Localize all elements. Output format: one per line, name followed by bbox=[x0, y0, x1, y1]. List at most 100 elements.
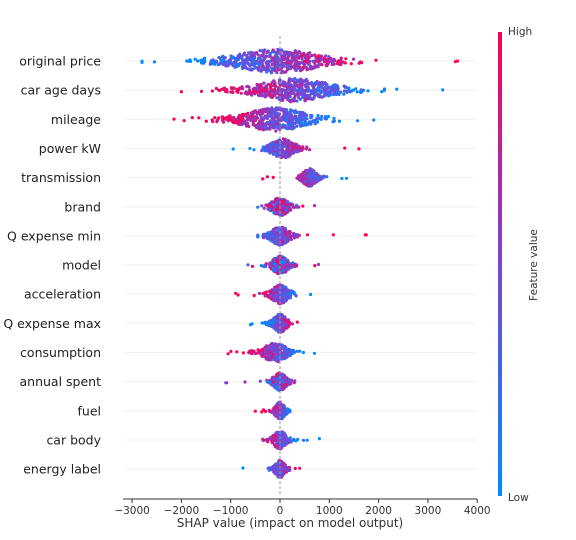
shap-dot bbox=[280, 372, 284, 376]
shap-dot bbox=[291, 261, 295, 265]
shap-dot bbox=[321, 83, 325, 87]
shap-dot bbox=[279, 66, 284, 70]
shap-dot bbox=[275, 466, 279, 470]
shap-dot bbox=[354, 87, 358, 91]
shap-dot bbox=[327, 55, 331, 59]
shap-dot bbox=[293, 466, 297, 471]
shap-dot bbox=[302, 63, 307, 67]
shap-dot bbox=[305, 438, 309, 442]
shap-dot bbox=[281, 152, 285, 156]
shap-dot bbox=[291, 146, 295, 150]
shap-dot bbox=[248, 118, 252, 122]
shap-dot bbox=[238, 54, 242, 58]
shap-dot bbox=[332, 92, 336, 96]
shap-dot bbox=[300, 53, 304, 57]
shap-dot bbox=[269, 410, 273, 414]
colorbar bbox=[498, 32, 502, 496]
shap-dot bbox=[297, 63, 301, 67]
shap-dot bbox=[235, 350, 239, 354]
shap-dot bbox=[281, 355, 285, 359]
shap-dot bbox=[352, 57, 356, 61]
shap-dot bbox=[290, 322, 294, 326]
shap-dot bbox=[243, 63, 247, 67]
shap-dot bbox=[277, 458, 281, 463]
shap-dot bbox=[270, 148, 274, 152]
shap-dot bbox=[289, 265, 293, 269]
shap-dot bbox=[289, 63, 293, 67]
shap-dot bbox=[273, 383, 277, 387]
shap-dot bbox=[257, 111, 262, 115]
shap-dot bbox=[298, 466, 302, 470]
shap-dot bbox=[215, 60, 219, 64]
shap-dot bbox=[282, 53, 286, 57]
shap-dot bbox=[301, 111, 305, 115]
shap-dot bbox=[280, 61, 284, 65]
shap-dot bbox=[256, 53, 260, 57]
shap-dot bbox=[304, 147, 309, 151]
shap-dot bbox=[289, 77, 293, 81]
shap-dot bbox=[249, 54, 253, 58]
shap-dot bbox=[315, 180, 319, 184]
shap-dot bbox=[441, 88, 445, 92]
shap-dot bbox=[265, 70, 269, 74]
shap-dot bbox=[331, 233, 335, 237]
shap-dot bbox=[310, 182, 314, 186]
shap-dot bbox=[270, 297, 274, 301]
shap-dot bbox=[395, 87, 399, 91]
shap-dot bbox=[271, 110, 275, 114]
shap-dot bbox=[298, 116, 302, 120]
shap-dot bbox=[304, 171, 309, 175]
shap-dot bbox=[267, 68, 271, 72]
shap-dot bbox=[290, 56, 294, 60]
shap-dot bbox=[237, 113, 242, 117]
shap-dot bbox=[275, 56, 279, 60]
x-tick-label: 3000 bbox=[415, 505, 442, 517]
shap-dot bbox=[246, 122, 250, 126]
shap-dot bbox=[280, 125, 284, 129]
shap-dot bbox=[355, 90, 359, 94]
shap-dot bbox=[261, 177, 265, 181]
shap-dot bbox=[331, 84, 335, 88]
shap-dot bbox=[276, 259, 280, 263]
shap-dot bbox=[274, 106, 278, 110]
shap-dot bbox=[270, 201, 274, 205]
shap-dot bbox=[262, 408, 266, 412]
shap-dot bbox=[308, 167, 312, 171]
shap-dot bbox=[272, 412, 276, 416]
shap-dot bbox=[272, 231, 276, 235]
shap-dot bbox=[343, 146, 347, 150]
shap-dot bbox=[272, 269, 276, 273]
shap-dot bbox=[313, 264, 317, 268]
shap-dot bbox=[285, 58, 289, 62]
shap-dot bbox=[309, 81, 314, 85]
shap-dot bbox=[251, 120, 255, 124]
feature-label: car body bbox=[46, 432, 101, 447]
shap-dot bbox=[320, 95, 324, 99]
shap-dot bbox=[272, 84, 276, 88]
shap-dot bbox=[288, 126, 292, 130]
colorbar-high-label: High bbox=[508, 26, 532, 38]
shap-dot bbox=[233, 57, 238, 62]
shap-dot bbox=[274, 265, 278, 269]
shap-dot bbox=[281, 98, 285, 102]
shap-dot bbox=[271, 239, 275, 243]
shap-dot bbox=[285, 64, 290, 68]
shap-dot bbox=[281, 346, 285, 350]
feature-label: brand bbox=[64, 199, 101, 214]
shap-dot bbox=[330, 62, 334, 67]
shap-dot bbox=[289, 108, 293, 112]
shap-dot bbox=[261, 236, 266, 240]
shap-dot bbox=[329, 90, 333, 95]
shap-dot bbox=[272, 90, 276, 94]
shap-dot bbox=[290, 352, 294, 356]
shap-dot bbox=[257, 83, 262, 87]
shap-dot bbox=[296, 205, 300, 209]
shap-dot bbox=[264, 94, 268, 98]
shap-dot bbox=[282, 107, 286, 111]
shap-dot bbox=[213, 116, 217, 120]
shap-dot bbox=[288, 207, 292, 211]
shap-dot bbox=[263, 107, 267, 111]
shap-dot bbox=[222, 86, 227, 90]
shap-dot bbox=[236, 293, 240, 297]
shap-dot bbox=[281, 261, 285, 265]
